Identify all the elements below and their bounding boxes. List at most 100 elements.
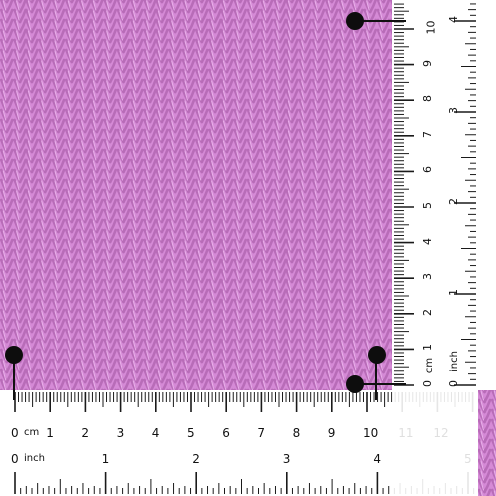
knit-stitch-leg	[30, 168, 39, 184]
knit-stitch-leg	[213, 248, 222, 264]
knit-stitch-leg	[225, 338, 234, 354]
knit-stitch-highlight	[41, 200, 45, 211]
knit-stitch-highlight	[119, 330, 124, 341]
knit-stitch-highlight	[314, 90, 319, 101]
knit-stitch-leg	[122, 138, 131, 154]
ruler-inch-label: 4	[373, 452, 382, 466]
knit-stitch-leg	[278, 208, 287, 224]
knit-stitch-highlight	[171, 180, 175, 191]
knit-stitch-leg	[70, 238, 79, 254]
knit-stitch-leg	[225, 278, 234, 294]
knit-stitch-leg	[122, 108, 131, 124]
knit-stitch-leg	[368, 318, 377, 334]
knit-stitch-leg	[303, 18, 312, 34]
knit-stitch-leg	[238, 28, 247, 44]
knit-stitch-leg	[148, 158, 157, 174]
knit-stitch-highlight	[327, 200, 332, 211]
knit-stitch-leg	[390, 58, 392, 66]
knit-stitch-highlight	[157, 330, 162, 341]
knit-stitch-highlight	[157, 180, 162, 191]
knit-stitch-highlight	[236, 250, 240, 261]
knit-stitch-leg	[18, 88, 27, 104]
knit-stitch-highlight	[341, 60, 345, 71]
knit-stitch-leg	[200, 0, 205, 4]
knit-stitch-highlight	[236, 190, 240, 201]
knit-stitch-leg	[317, 188, 326, 204]
knit-stitch-leg	[122, 158, 131, 174]
knit-stitch-highlight	[314, 80, 319, 91]
knit-stitch-leg	[83, 148, 92, 164]
knit-stitch-highlight	[211, 80, 215, 91]
knit-stitch-leg	[225, 348, 234, 364]
knit-stitch-highlight	[379, 110, 384, 121]
knit-stitch-leg	[160, 98, 169, 114]
knit-stitch-highlight	[341, 160, 345, 171]
knit-stitch-highlight	[2, 10, 7, 21]
knit-stitch-leg	[330, 8, 339, 24]
knit-stitch-highlight	[157, 350, 162, 361]
knit-stitch-leg	[187, 158, 196, 174]
knit-stitch-leg	[382, 238, 391, 254]
knit-stitch-highlight	[287, 210, 292, 221]
knit-stitch-highlight	[222, 380, 227, 390]
knit-stitch-leg	[330, 108, 339, 124]
knit-stitch-leg	[252, 308, 261, 324]
knit-stitch-leg	[225, 108, 234, 124]
knit-stitch-highlight	[301, 90, 305, 101]
knit-stitch-leg	[5, 128, 14, 144]
knit-stitch-leg	[83, 178, 92, 194]
knit-stitch-leg	[382, 248, 391, 264]
knit-stitch-highlight	[106, 290, 110, 301]
knit-stitch-highlight	[236, 240, 240, 251]
knit-stitch-highlight	[157, 360, 162, 371]
knit-stitch-leg	[148, 68, 157, 84]
knit-stitch-highlight	[301, 290, 305, 301]
knit-stitch-highlight	[27, 270, 32, 281]
knit-stitch-leg	[214, 378, 222, 390]
knit-stitch-leg	[200, 238, 209, 254]
knit-stitch-leg	[30, 258, 39, 274]
knit-stitch-leg	[238, 18, 247, 34]
knit-stitch-leg	[200, 0, 209, 14]
knit-stitch-highlight	[146, 90, 150, 101]
knit-stitch-leg	[213, 148, 222, 164]
knit-stitch-leg	[238, 78, 247, 94]
knit-stitch-leg	[343, 238, 352, 254]
knit-stitch-leg	[187, 178, 196, 194]
knit-stitch-leg	[122, 128, 131, 144]
knit-stitch-leg	[330, 258, 339, 274]
knit-stitch-leg	[187, 0, 196, 14]
knit-stitch-highlight	[54, 270, 59, 281]
knit-stitch-highlight	[327, 180, 332, 191]
knit-stitch-highlight	[262, 220, 267, 231]
knit-stitch-highlight	[54, 160, 59, 171]
knit-stitch-highlight	[493, 430, 496, 440]
knit-stitch-highlight	[27, 350, 32, 361]
knit-stitch-leg	[252, 268, 261, 284]
knit-stitch-leg	[238, 288, 247, 304]
knit-stitch-leg	[5, 218, 14, 234]
knit-stitch-leg	[238, 238, 247, 254]
knit-stitch-highlight	[67, 310, 72, 321]
knit-stitch-leg	[148, 0, 157, 14]
knit-stitch-leg	[148, 88, 157, 104]
knit-stitch-highlight	[379, 150, 384, 161]
knit-stitch-highlight	[211, 190, 215, 201]
knit-stitch-highlight	[211, 250, 215, 261]
knit-stitch-highlight	[132, 180, 137, 191]
knit-stitch-highlight	[106, 200, 110, 211]
knit-stitch-leg	[95, 38, 104, 54]
knit-stitch-leg	[355, 238, 364, 254]
knit-stitch-leg	[30, 248, 39, 264]
knit-stitch-leg	[160, 198, 169, 214]
knit-stitch-highlight	[249, 300, 254, 311]
knit-stitch-highlight	[119, 70, 124, 81]
knit-stitch-leg	[43, 8, 52, 24]
knit-stitch-highlight	[341, 250, 345, 261]
knit-stitch-highlight	[171, 350, 175, 361]
knit-stitch-leg	[200, 218, 209, 234]
knit-stitch-leg	[265, 0, 270, 4]
knit-stitch-highlight	[184, 30, 189, 41]
knit-stitch-leg	[252, 168, 261, 184]
knit-stitch-leg	[30, 278, 39, 294]
